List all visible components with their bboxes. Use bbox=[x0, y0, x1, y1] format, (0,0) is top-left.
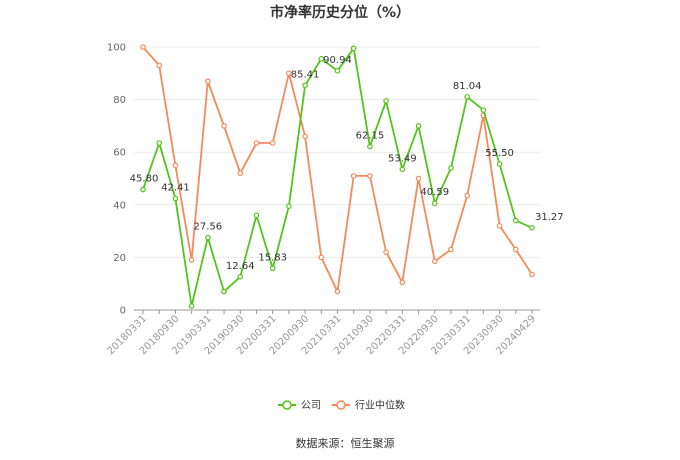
data-point bbox=[157, 141, 161, 145]
data-point bbox=[497, 224, 501, 228]
data-point bbox=[270, 141, 274, 145]
data-point bbox=[530, 226, 534, 230]
legend-swatch-marker bbox=[283, 401, 291, 409]
data-point bbox=[433, 201, 437, 205]
data-point bbox=[497, 162, 501, 166]
data-point bbox=[238, 171, 242, 175]
legend-item-0[interactable]: 公司 bbox=[278, 401, 321, 412]
data-point bbox=[400, 167, 404, 171]
data-point bbox=[481, 108, 485, 112]
data-point bbox=[287, 204, 291, 208]
data-point bbox=[530, 272, 534, 276]
data-label: 62.15 bbox=[356, 131, 385, 142]
data-point bbox=[335, 289, 339, 293]
data-label: 12.64 bbox=[226, 261, 255, 272]
data-label: 27.56 bbox=[194, 222, 223, 233]
y-tick-label: 100 bbox=[107, 43, 126, 54]
data-point bbox=[173, 196, 177, 200]
data-point bbox=[222, 289, 226, 293]
data-point bbox=[270, 266, 274, 270]
data-point bbox=[400, 280, 404, 284]
y-axis: 0 20 40 60 80 100 bbox=[107, 43, 126, 317]
data-point bbox=[352, 174, 356, 178]
legend-item-1[interactable]: 行业中位数 bbox=[332, 399, 405, 412]
data-label: 81.04 bbox=[453, 81, 482, 92]
data-point bbox=[384, 99, 388, 103]
data-point bbox=[303, 134, 307, 138]
y-tick-label: 80 bbox=[113, 95, 126, 106]
y-tick-label: 20 bbox=[113, 253, 126, 264]
data-label: 90.94 bbox=[323, 55, 352, 66]
data-point bbox=[465, 193, 469, 197]
data-point bbox=[189, 304, 193, 308]
chart-title: 市净率历史分位（%） bbox=[270, 4, 410, 21]
data-point bbox=[352, 46, 356, 50]
data-point bbox=[449, 166, 453, 170]
data-point bbox=[465, 95, 469, 99]
data-label: 55.50 bbox=[485, 148, 514, 159]
y-tick-label: 40 bbox=[113, 200, 126, 211]
data-point bbox=[303, 83, 307, 87]
data-point bbox=[449, 247, 453, 251]
legend[interactable]: 公司 行业中位数 bbox=[278, 399, 405, 412]
data-label: 15.83 bbox=[258, 252, 287, 263]
data-point bbox=[368, 144, 372, 148]
data-label: 85.41 bbox=[291, 69, 320, 80]
data-point bbox=[416, 176, 420, 180]
source-note: 数据来源：恒生聚源 bbox=[296, 436, 395, 450]
legend-label: 公司 bbox=[301, 401, 321, 412]
data-point bbox=[368, 174, 372, 178]
data-point bbox=[335, 69, 339, 73]
legend-label: 行业中位数 bbox=[355, 399, 405, 412]
legend-swatch-marker bbox=[337, 401, 345, 409]
data-point bbox=[254, 213, 258, 217]
data-point bbox=[222, 124, 226, 128]
data-label: 42.41 bbox=[161, 182, 190, 193]
data-point bbox=[141, 45, 145, 49]
y-tick-label: 0 bbox=[120, 306, 126, 317]
x-axis: 2018033120180930201903312019093020200331… bbox=[105, 310, 540, 357]
data-point bbox=[238, 275, 242, 279]
data-point bbox=[319, 255, 323, 259]
y-tick-label: 60 bbox=[113, 148, 126, 159]
data-point bbox=[254, 141, 258, 145]
data-label: 45.80 bbox=[130, 174, 159, 185]
data-label: 53.49 bbox=[388, 153, 417, 164]
data-point bbox=[189, 258, 193, 262]
data-point bbox=[173, 163, 177, 167]
data-point bbox=[514, 218, 518, 222]
data-point bbox=[384, 250, 388, 254]
data-point bbox=[157, 63, 161, 67]
data-point bbox=[514, 247, 518, 251]
data-point bbox=[416, 124, 420, 128]
data-label: 40.59 bbox=[420, 187, 449, 198]
data-label: 31.27 bbox=[535, 212, 564, 223]
data-point bbox=[141, 187, 145, 191]
data-point bbox=[433, 259, 437, 263]
data-point bbox=[206, 235, 210, 239]
data-point bbox=[206, 79, 210, 83]
